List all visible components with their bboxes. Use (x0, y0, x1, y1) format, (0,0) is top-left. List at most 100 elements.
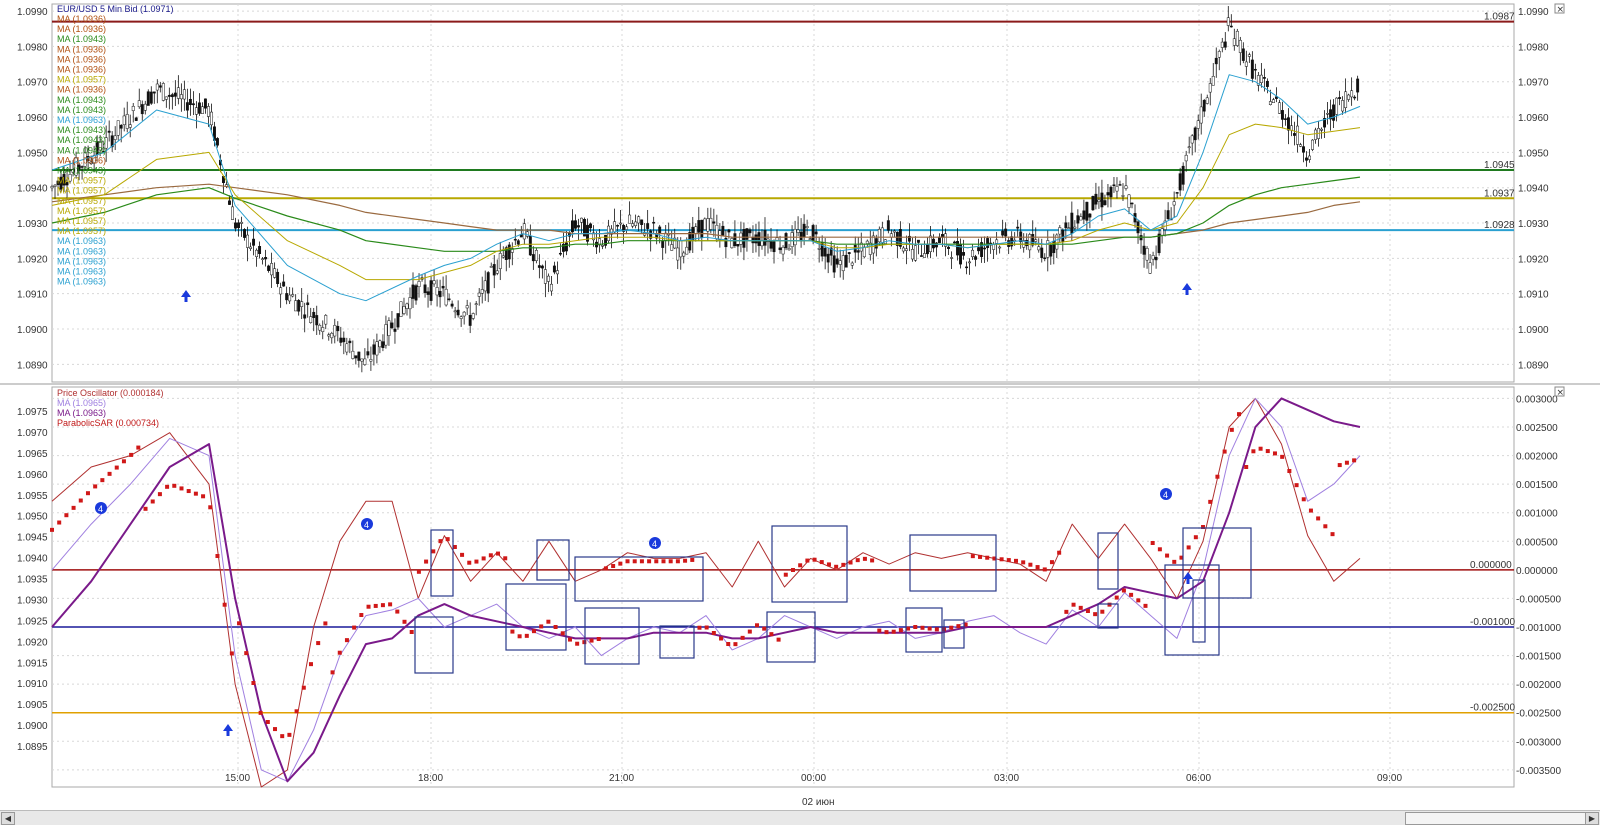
candle-body (234, 222, 237, 229)
annotation-box (1182, 527, 1252, 599)
candle-body (405, 303, 409, 309)
sar-dot (78, 498, 83, 503)
candle-body (552, 265, 556, 273)
candle-body (1193, 127, 1197, 141)
horizontal-scrollbar[interactable]: ◀ ▶ (0, 810, 1600, 825)
sar-dot (999, 557, 1004, 562)
candle-body (504, 247, 508, 260)
close-icon[interactable]: × (1554, 3, 1565, 15)
candle-body (167, 94, 171, 97)
candle-body (901, 247, 905, 252)
candle-body (1220, 41, 1224, 48)
sar-dot (1035, 565, 1040, 570)
scrollbar-thumb[interactable] (1405, 812, 1587, 825)
candle-body (757, 232, 761, 246)
candle-body (339, 337, 343, 343)
sar-dot (1323, 524, 1328, 529)
candle-body (200, 106, 204, 114)
candle-body (601, 245, 604, 247)
sar-dot (769, 632, 774, 637)
sar-dot (1107, 602, 1112, 607)
candle-body (522, 223, 526, 240)
candle-body (474, 303, 478, 305)
sar-dot (783, 572, 788, 577)
candle-body (197, 102, 201, 114)
scroll-left-icon[interactable]: ◀ (1, 812, 15, 825)
candle-body (646, 223, 650, 229)
candle-body (294, 300, 298, 312)
sar-dot (603, 566, 608, 571)
annotation-box (766, 611, 816, 663)
candle-body (540, 265, 544, 269)
annotation-box (1097, 532, 1119, 590)
candle-body (158, 85, 162, 88)
osc-y-tick-label: 0.003000 (1516, 394, 1558, 405)
sar-dot (308, 662, 313, 667)
candle-body (375, 341, 379, 356)
candle-body (194, 107, 198, 115)
candle-body (1040, 247, 1044, 258)
candle-body (1088, 213, 1092, 218)
sar-dot (1301, 497, 1306, 502)
sar-dot (452, 545, 457, 549)
candle-body (1181, 165, 1185, 185)
candle-body (516, 240, 520, 245)
candle-body (1320, 128, 1323, 131)
sar-dot (553, 625, 558, 629)
legend-entry: MA (1.0943) (57, 125, 106, 135)
candle-body (252, 238, 256, 246)
legend-entry: MA (1.0936) (57, 24, 106, 34)
candle-body (703, 218, 707, 230)
legend-entry: MA (1.0963) (57, 267, 106, 277)
candle-body (583, 218, 586, 237)
y-tick-label-right: 1.0930 (1518, 219, 1549, 230)
candle-body (1103, 200, 1107, 206)
legend-entry: MA (1.0936) (57, 85, 106, 95)
close-icon[interactable]: × (1554, 386, 1565, 398)
candle-body (134, 117, 138, 121)
candle-body (1356, 78, 1360, 93)
sar-dot (1287, 469, 1292, 473)
sar-dot (316, 641, 321, 646)
sar-dot (100, 478, 105, 483)
candle-body (745, 228, 749, 240)
candle-body (898, 229, 902, 247)
sar-dot (891, 629, 896, 634)
candle-body (1314, 129, 1317, 140)
sar-dot (567, 637, 572, 642)
sar-dot (913, 625, 918, 629)
y-tick-label-right: 1.0940 (1518, 184, 1549, 195)
sar-dot (740, 635, 745, 640)
candle-body (1004, 228, 1008, 237)
y-tick-label-right: 1.0980 (1518, 42, 1549, 53)
candle-body (904, 248, 908, 251)
sar-dot (611, 564, 616, 568)
legend-entry: MA (1.0963) (57, 236, 106, 246)
legend-entry: ParabolicSAR (0.000734) (57, 418, 159, 428)
sar-dot (1337, 463, 1342, 468)
candle-body (348, 340, 352, 344)
osc-y-tick-label-left: 1.0905 (17, 700, 48, 711)
legend-entry: MA (1.0943) (57, 135, 106, 145)
scroll-right-icon[interactable]: ▶ (1585, 812, 1599, 825)
candle-body (231, 206, 234, 220)
candle-body (396, 313, 400, 328)
candle-body (1280, 110, 1284, 120)
candle-body (995, 239, 999, 244)
osc-y-tick-label: 0.000000 (1516, 566, 1558, 577)
annotation-box (905, 607, 943, 653)
annotation-box (505, 583, 567, 651)
svg-text:4: 4 (1163, 490, 1168, 500)
candle-body (182, 89, 186, 100)
candle-body (1341, 100, 1345, 112)
sar-dot (531, 629, 536, 634)
candle-body (1332, 104, 1336, 121)
candle-body (1001, 230, 1005, 236)
candle-body (1106, 192, 1110, 196)
candle-body (543, 269, 547, 284)
y-tick-label-right: 1.0990 (1518, 7, 1549, 18)
sar-dot (1093, 612, 1098, 617)
candle-body (441, 285, 445, 289)
candle-body (938, 236, 941, 244)
